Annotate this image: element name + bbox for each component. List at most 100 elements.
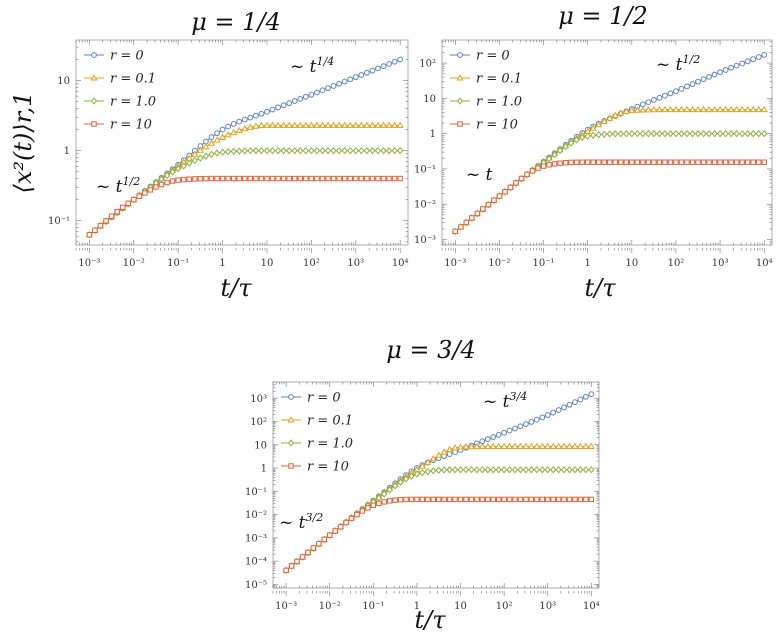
data-point: [142, 190, 148, 196]
data-point: [528, 496, 535, 503]
data-point: [501, 466, 508, 474]
data-point: [596, 159, 602, 165]
data-point: [380, 63, 387, 70]
data-point: [639, 106, 647, 113]
data-point: [576, 442, 584, 449]
data-point: [341, 146, 348, 155]
data-point: [241, 116, 248, 123]
data-point: [650, 105, 658, 113]
data-point: [469, 215, 475, 221]
data-point: [468, 496, 475, 503]
data-point: [203, 175, 209, 182]
y-tick-label: 10: [254, 440, 267, 451]
data-point: [572, 399, 578, 406]
data-point: [728, 129, 735, 138]
data-point: [402, 475, 410, 483]
data-point: [343, 519, 349, 526]
data-point: [348, 515, 355, 522]
data-point: [236, 175, 242, 182]
data-point: [656, 129, 663, 138]
data-point: [236, 118, 243, 125]
chart-title: μ = 1/4: [191, 8, 281, 36]
data-point: [733, 62, 740, 69]
x-tick-label: 10⁻¹: [533, 258, 555, 269]
data-point: [429, 454, 437, 462]
data-point: [230, 147, 237, 156]
legend-swatch-marker: [456, 97, 464, 105]
data-point: [650, 97, 657, 103]
data-point: [181, 176, 187, 183]
x-tick-label: 10³: [539, 601, 556, 612]
data-point: [435, 466, 442, 474]
data-point: [192, 176, 198, 182]
legend-swatch-marker: [456, 74, 464, 81]
data-point: [335, 121, 343, 128]
data-point: [495, 466, 502, 474]
x-tick-label: 10⁻²: [488, 258, 510, 269]
legend-swatch-marker: [457, 121, 463, 127]
data-point: [618, 159, 624, 165]
data-point: [207, 139, 216, 146]
data-point: [733, 105, 741, 113]
data-point: [501, 429, 508, 436]
x-tick-label: 10⁻²: [123, 258, 145, 269]
data-point: [489, 442, 497, 449]
data-point: [252, 147, 259, 155]
data-point: [280, 175, 287, 182]
data-point: [678, 159, 685, 165]
data-point: [528, 419, 535, 425]
data-point: [571, 466, 579, 474]
data-point: [446, 466, 453, 474]
data-point: [694, 129, 702, 138]
scaling-annotation: ~ t3/2: [279, 511, 323, 533]
data-point: [550, 496, 556, 503]
data-point: [533, 416, 540, 423]
data-point: [706, 73, 712, 80]
data-point: [557, 146, 564, 155]
data-point: [303, 175, 309, 182]
x-axis-label: t/τ: [220, 274, 252, 302]
data-point: [318, 121, 327, 128]
series-3: [452, 129, 768, 236]
data-point: [97, 222, 104, 229]
data-point: [286, 175, 292, 182]
y-tick-label: 1: [64, 146, 70, 157]
data-point: [186, 176, 192, 182]
series-line: [454, 133, 765, 232]
data-point: [263, 146, 271, 155]
data-point: [711, 129, 718, 138]
data-point: [352, 146, 359, 155]
data-point: [538, 442, 546, 449]
data-point: [291, 98, 298, 104]
data-point: [622, 107, 630, 114]
data-point: [684, 83, 690, 90]
x-tick-label: 10³: [347, 258, 364, 269]
data-point: [517, 423, 524, 430]
data-point: [230, 175, 237, 182]
y-tick-label: 10⁻¹: [414, 164, 436, 175]
data-point: [568, 139, 575, 147]
annotation-exponent: 1/2: [682, 53, 700, 66]
data-point: [241, 124, 249, 132]
data-point: [446, 445, 454, 453]
y-tick-label: 10⁻⁵: [245, 580, 267, 591]
data-point: [495, 432, 502, 438]
data-point: [191, 150, 199, 157]
data-point: [153, 184, 159, 190]
data-point: [744, 58, 751, 65]
data-point: [336, 175, 342, 182]
data-point: [414, 496, 420, 503]
legend-label: r = 10: [307, 460, 349, 475]
data-point: [485, 496, 491, 503]
data-point: [358, 72, 365, 78]
data-point: [645, 129, 652, 138]
data-point: [435, 451, 443, 458]
legend-label: r = 1.0: [110, 95, 156, 110]
data-point: [286, 100, 293, 107]
data-point: [577, 466, 584, 474]
data-point: [463, 219, 470, 226]
data-point: [673, 88, 679, 95]
data-point: [706, 129, 713, 138]
data-point: [341, 175, 348, 182]
data-point: [579, 159, 585, 165]
